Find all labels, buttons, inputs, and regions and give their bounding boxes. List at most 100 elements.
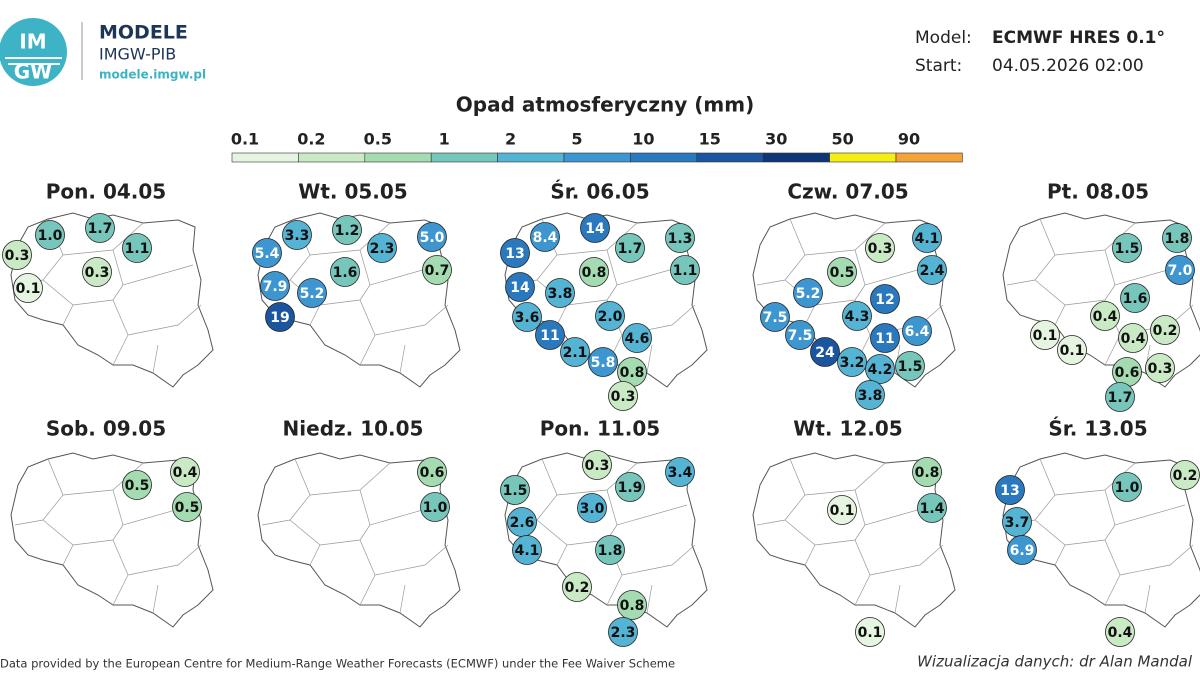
precip-value: 0.6	[1115, 365, 1140, 381]
start-label: Start:	[915, 56, 962, 76]
precip-bubble	[912, 457, 942, 487]
precip-value: 5.8	[591, 355, 616, 371]
precip-bubble	[297, 278, 327, 308]
day-panel: 0.3 3.4 1.5 1.9 3.0 2.6 4.1 1.8 0.2 0.8 2.3	[500, 450, 708, 647]
legend-swatch	[630, 152, 698, 163]
precip-bubble	[1150, 315, 1180, 345]
precip-value: 4.6	[625, 331, 650, 347]
precip-value: 4.1	[515, 543, 540, 559]
legend-tick-label: 15	[699, 130, 721, 149]
precip-value: 1.1	[125, 241, 150, 257]
precip-value: 1.6	[1123, 291, 1148, 307]
credit: Data provided by the European Centre for…	[0, 657, 675, 671]
org: IMGW-PIB	[99, 45, 176, 64]
region-borders	[756, 458, 944, 614]
precip-bubble	[1105, 382, 1135, 412]
precip-bubble	[535, 320, 565, 350]
precip-value: 2.3	[611, 625, 636, 641]
precip-bubble	[760, 302, 790, 332]
precip-bubble	[577, 493, 607, 523]
day-panel: 0.8 0.1 1.4 0.1	[752, 452, 956, 647]
author: Wizualizacja danych: dr Alan Mandal	[917, 653, 1193, 671]
precip-bubble	[1007, 535, 1037, 565]
precip-value: 0.8	[915, 465, 940, 481]
precip-value: 5.4	[255, 246, 280, 262]
precip-bubble	[122, 470, 152, 500]
precip-bubble	[330, 257, 360, 287]
precip-bubble	[1118, 323, 1148, 353]
precip-value: 6.4	[905, 324, 930, 340]
precip-bubble	[912, 223, 942, 253]
day-title: Czw. 07.05	[787, 180, 908, 204]
precip-bubble	[1057, 335, 1087, 365]
model-value: ECMWF HRES 0.1°	[992, 28, 1165, 48]
precip-value: 0.3	[868, 241, 893, 257]
precip-value: 2.1	[563, 345, 588, 361]
precip-bubble	[617, 590, 647, 620]
precip-value: 1.0	[38, 228, 63, 244]
precip-bubble	[622, 323, 652, 353]
precip-bubble	[1120, 283, 1150, 313]
precip-bubble	[595, 301, 625, 331]
precip-bubble	[1112, 233, 1142, 263]
precip-bubble	[579, 257, 609, 287]
precip-bubble	[170, 457, 200, 487]
day-title: Sob. 09.05	[46, 417, 166, 441]
precip-bubble	[122, 233, 152, 263]
precip-bubble	[615, 472, 645, 502]
precip-bubble	[260, 271, 290, 301]
legend-swatch	[895, 152, 963, 163]
precip-bubble	[870, 284, 900, 314]
legend-swatch	[563, 152, 631, 163]
precip-value: 8.4	[533, 230, 558, 246]
precip-value: 3.0	[580, 501, 605, 517]
legend-tick-label: 0.5	[364, 130, 392, 149]
region-borders	[14, 458, 202, 614]
precip-value: 0.5	[175, 500, 200, 516]
precip-value: 1.5	[898, 359, 923, 375]
precip-bubble	[837, 347, 867, 377]
precip-bubble	[827, 495, 857, 525]
precip-value: 0.1	[858, 625, 883, 641]
precip-value: 0.5	[830, 265, 855, 281]
precip-value: 0.1	[1033, 328, 1058, 344]
precip-bubble	[865, 233, 895, 263]
precip-bubble	[82, 257, 112, 287]
legend-tick-label: 10	[632, 130, 654, 149]
precip-bubble	[810, 337, 840, 367]
precip-value: 0.6	[420, 465, 445, 481]
precip-value: 1.4	[920, 501, 945, 517]
precip-bubble	[85, 213, 115, 243]
precip-value: 5.2	[300, 286, 325, 302]
legend-tick-label: 1	[439, 130, 450, 149]
precip-bubble	[505, 272, 535, 302]
precip-value: 4.2	[868, 362, 893, 378]
precip-value: 3.8	[548, 286, 573, 302]
precip-value: 0.8	[620, 365, 645, 381]
precip-value: 1.7	[1108, 390, 1133, 406]
day-title: Śr. 13.05	[1048, 417, 1147, 441]
model-label: Model:	[915, 28, 972, 48]
precip-bubble	[582, 450, 612, 480]
legend-title: Opad atmosferyczny (mm)	[456, 93, 755, 117]
precip-value: 1.0	[1115, 480, 1140, 496]
precip-bubble	[252, 238, 282, 268]
precip-bubble	[417, 222, 447, 252]
precip-bubble	[793, 278, 823, 308]
precip-value: 0.2	[1173, 468, 1198, 484]
precip-value: 14	[585, 221, 605, 237]
precip-value: 0.2	[565, 580, 590, 596]
region-borders	[14, 218, 202, 374]
precip-value: 1.7	[618, 241, 643, 257]
precip-value: 1.3	[668, 231, 693, 247]
day-panel: 13 1.0 0.2 3.7 6.9 0.4	[995, 452, 1200, 647]
precip-value: 1.5	[1115, 241, 1140, 257]
precip-value: 7.5	[788, 328, 813, 344]
precip-value: 0.8	[582, 265, 607, 281]
precip-value: 5.0	[420, 230, 445, 246]
precip-bubble	[665, 223, 695, 253]
precip-bubble	[560, 337, 590, 367]
precip-value: 14	[510, 280, 530, 296]
legend-swatch	[364, 152, 432, 163]
